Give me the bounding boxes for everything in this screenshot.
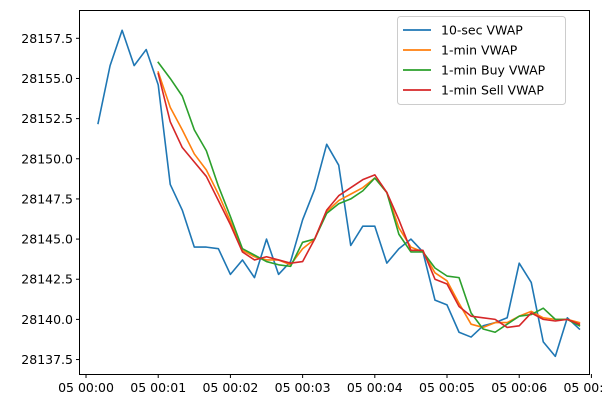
x-tick-label: 05 00:00 [58, 380, 114, 395]
x-tick-label: 05 00:04 [347, 380, 403, 395]
x-tick-label: 05 00:03 [275, 380, 331, 395]
y-tick-label: 28140.0 [21, 312, 73, 327]
y-tick-label: 28152.5 [21, 111, 73, 126]
series-line-1 [157, 71, 581, 329]
y-tick-label: 28147.5 [21, 191, 73, 206]
x-tick-label: 05 00:02 [202, 380, 258, 395]
legend-label: 10-sec VWAP [441, 23, 523, 38]
y-tick-label: 28137.5 [21, 352, 73, 367]
legend-label: 1-min Buy VWAP [441, 63, 546, 78]
x-tick-label: 05 00:06 [491, 380, 547, 395]
y-tick-label: 28150.0 [21, 151, 73, 166]
series-line-0 [97, 29, 581, 358]
series-layer [97, 29, 581, 358]
y-axis: 28137.5 28140.0 28142.5 28145.0 28147.5 28150… [21, 31, 80, 367]
y-tick-label: 28145.0 [21, 232, 73, 247]
x-tick-label: 05 00:01 [130, 380, 186, 395]
y-tick-label: 28155.0 [21, 71, 73, 86]
plot-area-frame [79, 10, 590, 375]
x-axis: 05 00:00 05 00:01 05 00:02 05 00:03 05 00:04… [58, 374, 603, 395]
series-line-3 [157, 72, 581, 329]
y-tick-label: 28142.5 [21, 272, 73, 287]
y-tick-label: 28157.5 [21, 31, 73, 46]
series-line-2 [157, 61, 581, 334]
legend-label: 1-min VWAP [441, 43, 518, 58]
legend: 10-sec VWAP 1-min VWAP 1-min Buy VWAP 1-min… [397, 16, 566, 105]
legend-label: 1-min Sell VWAP [441, 83, 544, 98]
legend-box [397, 16, 566, 105]
x-tick-label: 05 00:05 [419, 380, 475, 395]
x-tick-label: 05 00:07 [563, 380, 603, 395]
